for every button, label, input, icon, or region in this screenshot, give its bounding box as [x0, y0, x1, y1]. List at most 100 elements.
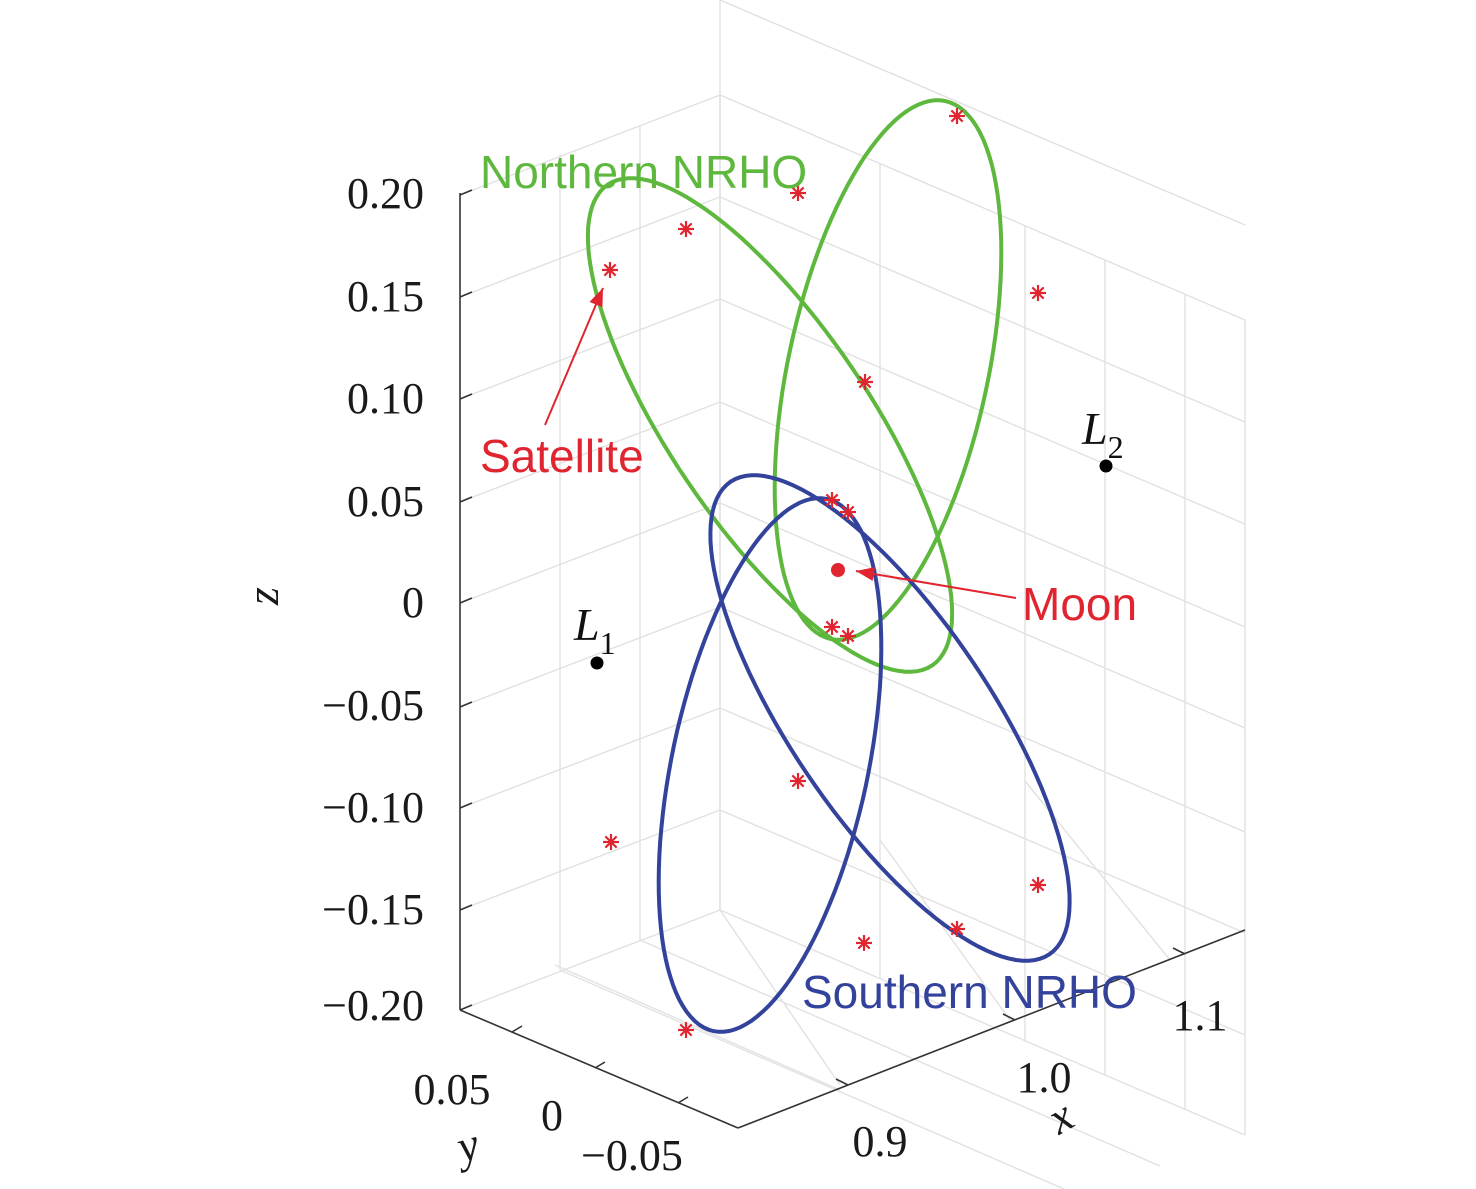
- y-tick-label: −0.05: [581, 1131, 683, 1180]
- y-tick-label: 0: [541, 1091, 563, 1140]
- grid-line: [639, 939, 1161, 1167]
- l2-subscript: 2: [1108, 429, 1124, 465]
- z-tick-label: −0.10: [322, 783, 424, 832]
- l2-label: L2: [1081, 403, 1124, 465]
- y-axis-tick: [594, 1061, 606, 1069]
- satellite-marker: [1030, 285, 1046, 301]
- z-axis-tick: [459, 496, 473, 503]
- grid-line: [720, 910, 1245, 930]
- y-axis-tick: [677, 1096, 689, 1104]
- l1-letter: L: [573, 599, 600, 650]
- grid-line: [459, 401, 721, 503]
- satellite-marker: [678, 221, 694, 237]
- x-tick-label: 0.9: [853, 1117, 908, 1166]
- satellite-arrow-head: [589, 288, 603, 308]
- z-axis-tick: [459, 393, 473, 400]
- grid-line: [719, 606, 1246, 833]
- y-tick-label: 0.05: [414, 1065, 491, 1114]
- satellite-marker-stroke: [604, 835, 618, 849]
- satellite-marker-stroke: [950, 109, 964, 123]
- satellite-marker: [1030, 877, 1046, 893]
- grid-line: [719, 0, 1246, 226]
- axes-grid: [459, 0, 1246, 1189]
- satellite-marker: [824, 619, 840, 635]
- x-axis-tick: [1002, 1013, 1016, 1021]
- x-tick-label: 1.0: [1017, 1053, 1072, 1102]
- southern-nrho-orbit-b: [708, 473, 1072, 963]
- moon-point: [831, 563, 845, 577]
- satellite-marker: [824, 492, 840, 508]
- z-axis-tick: [459, 802, 473, 809]
- satellite-marker-stroke: [679, 222, 693, 236]
- l1-label: L1: [573, 599, 616, 661]
- l2-letter: L: [1081, 403, 1108, 454]
- satellite-label: Satellite: [480, 430, 644, 482]
- grid-line: [459, 909, 721, 1011]
- satellite-marker-stroke: [825, 620, 839, 634]
- satellite-marker-stroke: [841, 505, 855, 519]
- satellite-marker-stroke: [679, 1023, 693, 1037]
- l2-point: [1099, 459, 1113, 473]
- satellite-marker-stroke: [825, 493, 839, 507]
- northern-nrho-orbit-b: [772, 98, 1004, 642]
- satellite-marker: [678, 1022, 694, 1038]
- y-axis-line: [459, 1009, 739, 1129]
- z-axis-tick: [459, 701, 473, 708]
- moon-arrow-head: [856, 567, 875, 581]
- grid-line: [719, 502, 1246, 729]
- grid-line: [1024, 780, 1171, 961]
- z-tick-label: −0.15: [322, 885, 424, 934]
- satellite-marker-stroke: [1031, 286, 1045, 300]
- grid-line: [554, 964, 841, 1091]
- satellite-marker-stroke: [950, 922, 964, 936]
- grid-line: [719, 196, 1246, 423]
- satellite-marker-stroke: [791, 774, 805, 788]
- grid-line: [459, 502, 721, 604]
- z-axis-tick: [459, 189, 473, 196]
- moon-arrow-shaft: [855, 570, 1017, 599]
- z-axis-tick: [459, 291, 473, 298]
- southern-nrho-orbit-a: [656, 496, 884, 1034]
- grid-line: [719, 707, 1246, 934]
- z-tick-label: 0.15: [347, 272, 424, 321]
- satellite-marker-stroke: [858, 375, 872, 389]
- satellite-marker: [856, 935, 872, 951]
- grid-line: [860, 840, 1160, 960]
- grid-line: [459, 298, 721, 400]
- moon-arrow: [855, 567, 1017, 599]
- x-tick-label: 1.1: [1173, 991, 1228, 1040]
- z-tick-label: −0.05: [322, 681, 424, 730]
- x-axis-tick: [835, 1078, 849, 1086]
- satellite-marker: [602, 262, 618, 278]
- z-tick-label: 0.10: [347, 374, 424, 423]
- satellite-marker-stroke: [1031, 878, 1045, 892]
- grid-line: [459, 94, 721, 196]
- grid-line: [719, 94, 1246, 321]
- z-axis-tick: [459, 597, 473, 604]
- l1-subscript: 1: [600, 625, 616, 661]
- satellite-marker: [840, 628, 856, 644]
- satellite-marker: [840, 504, 856, 520]
- z-tick-label: 0.05: [347, 477, 424, 526]
- satellite-markers: [544, 108, 1113, 1038]
- grid-line: [879, 839, 1011, 1021]
- satellite-marker: [790, 185, 806, 201]
- satellite-arrow: [544, 287, 604, 426]
- satellite-marker-stroke: [603, 263, 617, 277]
- grid-line: [459, 606, 721, 708]
- grid-line: [559, 969, 1066, 1189]
- moon-label: Moon: [1022, 578, 1137, 630]
- grid-line: [459, 809, 721, 911]
- satellite-marker-stroke: [841, 629, 855, 643]
- z-axis-tick: [459, 1004, 473, 1011]
- l1-point: [590, 656, 604, 670]
- satellite-marker: [949, 108, 965, 124]
- satellite-marker: [790, 773, 806, 789]
- grid-line: [719, 909, 841, 1086]
- z-tick-label: 0: [402, 578, 424, 627]
- satellite-marker: [949, 921, 965, 937]
- grid-line: [719, 809, 1246, 1036]
- northern-nrho-label: Northern NRHO: [480, 146, 807, 198]
- satellite-marker-stroke: [791, 186, 805, 200]
- satellite-marker: [603, 834, 619, 850]
